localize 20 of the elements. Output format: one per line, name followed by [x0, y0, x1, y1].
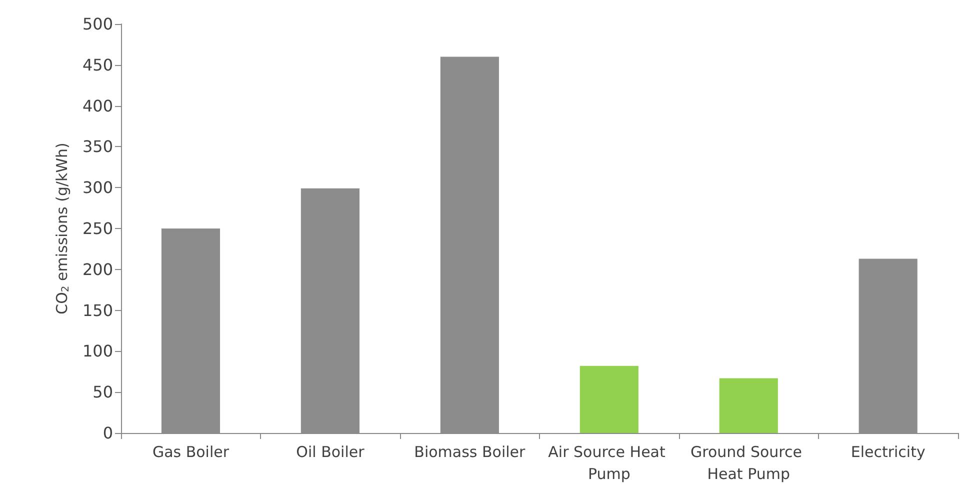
- x-tick-label: Ground Source Heat Pump: [690, 443, 807, 483]
- y-tick-label: 100: [82, 342, 113, 361]
- y-tick-label: 250: [82, 219, 113, 238]
- bar: [580, 366, 638, 433]
- y-tick-label: 200: [82, 260, 113, 279]
- bar: [719, 378, 778, 433]
- x-tick-label: Oil Boiler: [296, 443, 366, 461]
- y-tick-label: 350: [82, 137, 113, 156]
- x-tick-label: Gas Boiler: [152, 443, 230, 461]
- y-axis-title: CO2 emissions (g/kWh): [53, 142, 72, 314]
- x-tick-label: Air Source Heat Pump: [548, 443, 670, 483]
- x-tick-label: Electricity: [850, 443, 926, 461]
- y-tick-label: 450: [82, 55, 113, 74]
- y-tick-label: 150: [82, 300, 113, 320]
- y-tick-label: 500: [82, 14, 113, 34]
- x-tick-label: Biomass Boiler: [414, 443, 526, 461]
- y-tick-label: 300: [82, 178, 113, 198]
- y-tick-label: 0: [102, 424, 113, 442]
- y-tick-label: 400: [82, 96, 113, 116]
- y-tick-label: 50: [92, 382, 113, 402]
